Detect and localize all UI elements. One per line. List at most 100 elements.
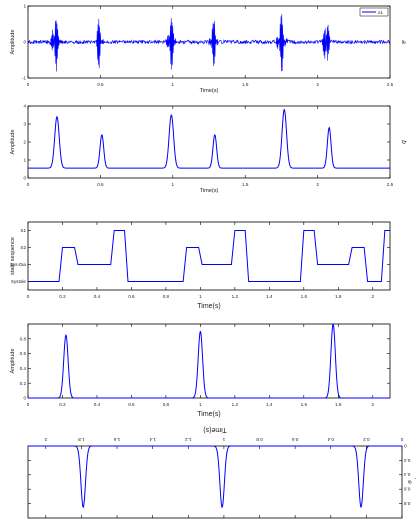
panel-4-content: 0 0.2 0.4 0.6 0.8 1 1.2 1.4 1.6 1.8 2 0 0.2 0.4 0.6 0.8…	[10, 323, 391, 418]
x-tick-label: 0	[27, 402, 30, 407]
x-tick-label: 1.4	[149, 437, 156, 442]
series-line	[28, 323, 390, 399]
x-tick-label: 2	[371, 402, 374, 407]
y-tick-label: 0	[23, 176, 26, 181]
panel-tag: b	[400, 140, 407, 144]
panel-tag: a	[400, 40, 407, 44]
x-tick-label: 1.6	[113, 437, 120, 442]
x-tick-label: 1	[172, 182, 175, 187]
x-tick-label: 1.5	[242, 82, 249, 87]
x-tick-label: 1.2	[232, 294, 239, 299]
x-tick-label: 1.2	[232, 402, 239, 407]
x-tick-label: 2	[316, 182, 319, 187]
y-tick-label: Systole	[11, 279, 27, 284]
x-tick-label: 0.5	[97, 82, 104, 87]
x-tick-label: 1.4	[266, 402, 273, 407]
x-axis-label: Time(s)	[200, 188, 219, 194]
series-line	[28, 230, 390, 282]
x-tick-label: 0.6	[128, 402, 135, 407]
x-tick-label: 2.5	[387, 182, 394, 187]
x-tick-label: 0.2	[363, 437, 370, 442]
x-tick-label: 0.8	[163, 294, 170, 299]
y-axis-label: Amplitude	[10, 30, 16, 55]
y-tick-label: 0.6	[404, 487, 411, 492]
x-tick-label: 1	[172, 82, 175, 87]
x-tick-label: 0	[27, 182, 30, 187]
x-tick-label: 2	[44, 437, 47, 442]
x-axis-label: Time(s)	[197, 303, 220, 310]
x-tick-label: 1.8	[335, 402, 342, 407]
y-axis-label: Amplitude	[10, 130, 16, 155]
x-tick-label: 1.8	[78, 437, 85, 442]
plot-frame	[27, 105, 391, 179]
x-tick-label: 1.4	[266, 294, 273, 299]
y-axis-label: Amplitude	[10, 349, 16, 374]
x-tick-label: 2	[316, 82, 319, 87]
y-tick-label: S2	[20, 245, 26, 250]
x-tick-label: 0.4	[94, 294, 101, 299]
legend-label: x1	[378, 10, 383, 15]
panel-5-content: 0 0.2 0.4 0.6 0.8 1 1.2 1.4 1.6 1.8 2 0 0.2 0.4 0.6 0.8…	[27, 426, 416, 519]
y-tick-label: 4	[23, 104, 26, 109]
y-tick-label: -1	[22, 76, 27, 81]
panel-4: 0 0.2 0.4 0.6 0.8 1 1.2 1.4 1.6 1.8 2 0 0.2 0.4 0.6 0.8…	[10, 323, 391, 418]
x-axis-label: Time(s)	[197, 411, 220, 418]
x-tick-label: 0.4	[327, 437, 334, 442]
x-tick-label: 0.5	[97, 182, 104, 187]
x-tick-label: 1	[199, 294, 202, 299]
x-tick-label: 1	[199, 402, 202, 407]
x-tick-label: 1.2	[185, 437, 192, 442]
panel-3-content: 0 0.2 0.4 0.6 0.8 1 1.2 1.4 1.6 1.8 2 Systole Sys-Di…	[10, 221, 391, 310]
y-tick-label: 0.6	[20, 351, 27, 356]
y-tick-label: 0.2	[404, 458, 411, 463]
x-tick-label: 2	[371, 294, 374, 299]
y-axis-label: Amplitude	[414, 470, 416, 495]
y-tick-label: 1	[23, 4, 26, 9]
x-tick-label: 1.5	[242, 182, 249, 187]
x-tick-label: 1.6	[301, 294, 308, 299]
x-axis-label: Time(s)	[203, 426, 226, 433]
x-tick-label: 0.2	[59, 402, 66, 407]
x-tick-label: 0.8	[256, 437, 263, 442]
series-line	[28, 108, 390, 169]
x-tick-label: 1.6	[301, 402, 308, 407]
y-tick-label: 0.2	[20, 381, 27, 386]
x-tick-label: 1	[222, 437, 225, 442]
x-tick-label: 1.8	[335, 294, 342, 299]
panel-5: 0 0.2 0.4 0.6 0.8 1 1.2 1.4 1.6 1.8 2 0 0.2 0.4 0.6 0.8…	[27, 426, 416, 519]
y-tick-label: 0.4	[404, 472, 411, 477]
x-tick-label: 0.8	[163, 402, 170, 407]
plot-frame	[27, 221, 391, 291]
y-axis-label: state sequence	[10, 237, 16, 275]
x-tick-label: 0.6	[292, 437, 299, 442]
y-tick-label: 1	[23, 158, 26, 163]
x-axis-label: Time(s)	[200, 88, 219, 94]
series-line	[27, 14, 391, 72]
y-tick-label: 0.8	[404, 501, 411, 506]
x-tick-label: 2.5	[387, 82, 394, 87]
y-tick-label: 0	[23, 396, 26, 401]
series-line	[28, 445, 402, 509]
panel-tag: e	[406, 480, 413, 484]
y-tick-label: 0	[404, 443, 407, 448]
x-tick-label: 0	[27, 82, 30, 87]
x-tick-label: 0.6	[128, 294, 135, 299]
y-tick-label: 3	[23, 122, 26, 127]
y-tick-label: 0.8	[20, 336, 27, 341]
panel-3: 0 0.2 0.4 0.6 0.8 1 1.2 1.4 1.6 1.8 2 Systole Sys-Di…	[10, 221, 391, 310]
panel-2: 0 0.5 1 1.5 2 2.5 0 1 2 3 4 Amplitude Time(s) b	[10, 104, 407, 194]
x-tick-label: 0	[400, 437, 403, 442]
x-tick-label: 0.2	[59, 294, 66, 299]
plot-frame	[27, 445, 403, 519]
y-tick-label: Sys-Dia	[10, 262, 27, 267]
y-tick-label: S1	[20, 228, 26, 233]
x-tick-label: 0.4	[94, 402, 101, 407]
y-tick-label: 0	[23, 40, 26, 45]
y-tick-label: 0.4	[20, 366, 27, 371]
panel-2-content: 0 0.5 1 1.5 2 2.5 0 1 2 3 4 Amplitude Time(s)	[10, 104, 394, 194]
x-tick-label: 0	[27, 294, 30, 299]
y-tick-label: 2	[23, 140, 26, 145]
